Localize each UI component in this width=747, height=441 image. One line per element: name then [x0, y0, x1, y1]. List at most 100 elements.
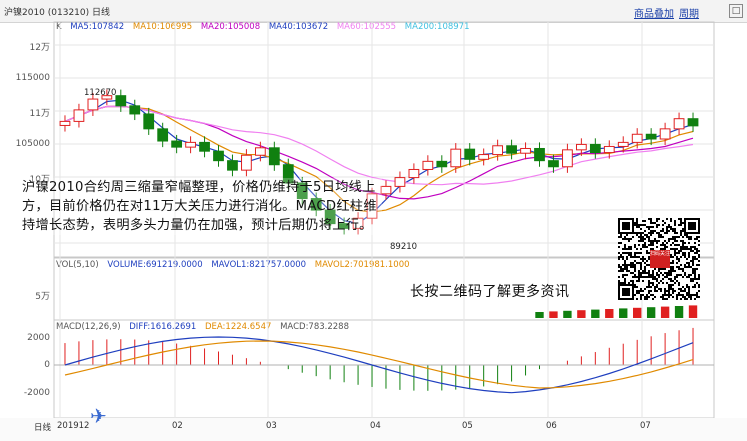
qr-module [672, 290, 674, 292]
qr-module [698, 244, 700, 246]
qr-module [644, 238, 646, 240]
qr-module [690, 266, 692, 268]
qr-module [670, 244, 672, 246]
macd-legend: MACD(12,26,9) DIFF:1616.2691 DEA:1224.65… [56, 322, 355, 332]
qr-module [698, 274, 700, 276]
qr-module [630, 272, 632, 274]
qr-module [624, 238, 626, 240]
qr-module [674, 276, 676, 278]
qr-module [684, 288, 686, 290]
qr-module [692, 258, 694, 260]
qr-module [622, 248, 624, 250]
candle-body [534, 147, 545, 162]
qr-module [632, 256, 634, 258]
qr-module [656, 280, 658, 282]
qr-module [648, 296, 650, 298]
qr-module [630, 280, 632, 282]
qr-module [640, 248, 642, 250]
qr-module [618, 270, 620, 272]
qr-module [640, 268, 642, 270]
candle-body [422, 160, 434, 170]
diff-line [64, 336, 694, 394]
qr-module [624, 262, 626, 264]
qr-module [668, 226, 670, 228]
qr-module [636, 256, 638, 258]
qr-module [636, 218, 638, 220]
qr-module [640, 240, 642, 242]
qr-module [646, 260, 648, 262]
qr-module [638, 290, 640, 292]
qr-module [698, 264, 700, 266]
qr-module [694, 246, 696, 248]
qr-module [640, 294, 642, 296]
qr-module [652, 294, 654, 296]
qr-module [678, 292, 680, 294]
volume-bar [646, 307, 656, 318]
qr-module [664, 232, 666, 234]
qr-module [666, 282, 668, 284]
qr-module [638, 278, 640, 280]
qr-module [696, 238, 698, 240]
qr-module [656, 284, 658, 286]
candle-body [73, 109, 85, 122]
qr-module [644, 224, 646, 226]
candle-body [394, 177, 406, 187]
qr-module [638, 292, 640, 294]
qr-module [672, 296, 674, 298]
qr-module [646, 272, 648, 274]
qr-module [626, 248, 628, 250]
qr-module [656, 232, 658, 234]
qr-module [644, 246, 646, 248]
qr-module [656, 218, 658, 220]
qr-module [626, 274, 628, 276]
qr-module [686, 266, 688, 268]
qr-module [666, 242, 668, 244]
qr-module [662, 268, 664, 270]
qr-module [644, 296, 646, 298]
qr-module [648, 272, 650, 274]
qr-module [650, 226, 652, 228]
qr-module [676, 236, 678, 238]
qr-module [688, 296, 690, 298]
qr-module [636, 292, 638, 294]
qr-module [678, 282, 680, 284]
qr-module [672, 262, 674, 264]
qr-module [682, 294, 684, 296]
qr-module [680, 218, 682, 220]
qr-module [638, 244, 640, 246]
compare-link[interactable]: 商品叠加 [634, 9, 674, 20]
qr-module [654, 222, 656, 224]
qr-module [666, 290, 668, 292]
qr-module [644, 298, 646, 300]
qr-module [692, 280, 694, 282]
qr-module [634, 274, 636, 276]
qr-module [636, 298, 638, 300]
qr-module [670, 262, 672, 264]
qr-module [624, 268, 626, 270]
qr-module [664, 298, 666, 300]
qr-module [630, 254, 632, 256]
qr-logo: 扫码关注 [650, 250, 670, 268]
period-link[interactable]: 周期 [679, 9, 699, 20]
window-control-icon[interactable]: □ [729, 4, 743, 18]
qr-module [652, 226, 654, 228]
qr-module [630, 252, 632, 254]
qr-module [670, 226, 672, 228]
qr-module [668, 224, 670, 226]
qr-module [676, 294, 678, 296]
qr-module [684, 264, 686, 266]
qr-module [676, 266, 678, 268]
qr-module [692, 286, 694, 288]
qr-module [652, 276, 654, 278]
qr-module [644, 262, 646, 264]
qr-module [690, 296, 692, 298]
qr-module [654, 286, 656, 288]
qr-module [622, 258, 624, 260]
y-tick-label: 2000 [27, 333, 50, 343]
qr-module [672, 284, 674, 286]
month-label: 03 [266, 421, 277, 431]
qr-module [662, 242, 664, 244]
qr-module [680, 250, 682, 252]
qr-finder [688, 222, 696, 230]
qr-module [640, 274, 642, 276]
